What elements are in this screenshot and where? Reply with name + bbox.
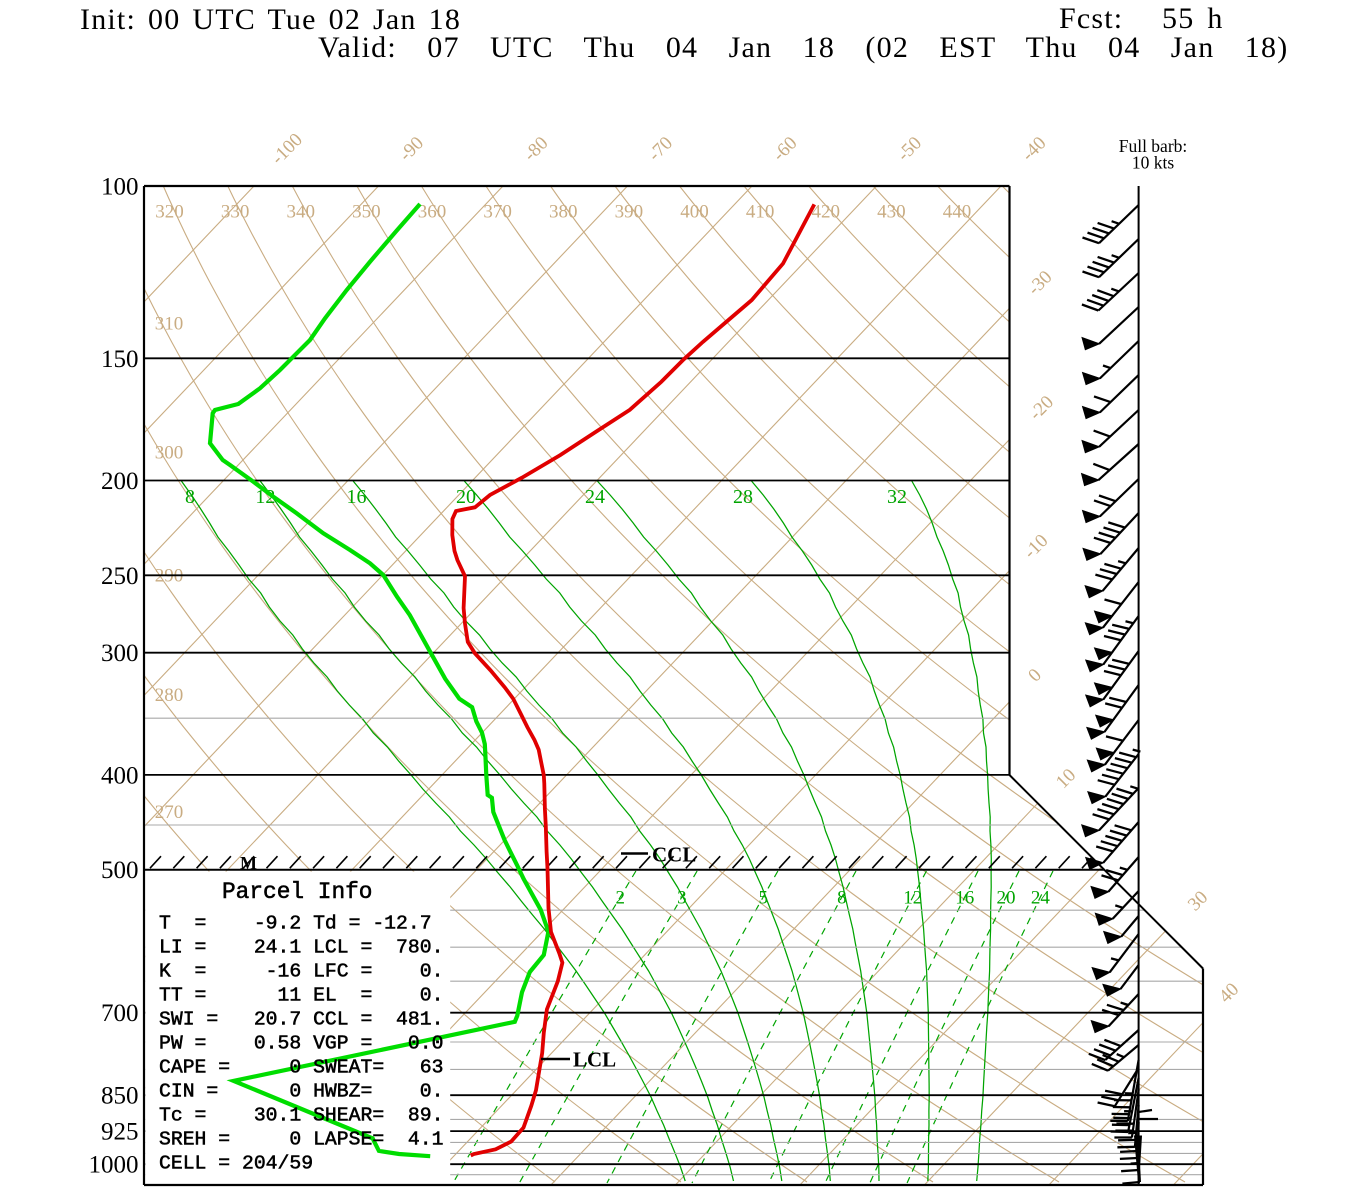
svg-text:440: 440 (943, 202, 972, 223)
svg-text:CCL: CCL (652, 843, 696, 867)
svg-text:T = -9.2 Td = -12.7: T = -9.2 Td = -12.7 (159, 913, 432, 935)
svg-text:24: 24 (585, 486, 605, 508)
svg-text:Fcst: 55 h: Fcst: 55 h (1059, 2, 1224, 35)
svg-text:390: 390 (615, 202, 644, 223)
svg-text:PW = 0.58 VGP = 0.0: PW = 0.58 VGP = 0.0 (159, 1033, 443, 1055)
svg-text:1000: 1000 (89, 1152, 139, 1179)
svg-text:12: 12 (255, 486, 275, 508)
svg-text:340: 340 (287, 202, 316, 223)
svg-text:12: 12 (903, 888, 922, 909)
svg-text:150: 150 (101, 346, 139, 373)
svg-text:360: 360 (418, 202, 447, 223)
svg-text:CELL = 204/59: CELL = 204/59 (159, 1153, 313, 1175)
svg-text:24: 24 (1031, 888, 1051, 909)
svg-text:330: 330 (221, 202, 250, 223)
svg-text:270: 270 (155, 802, 184, 823)
svg-text:410: 410 (746, 202, 775, 223)
svg-text:LCL: LCL (573, 1048, 616, 1072)
svg-text:Init: 00 UTC Tue 02 Jan 18: Init: 00 UTC Tue 02 Jan 18 (80, 3, 461, 36)
svg-text:300: 300 (155, 442, 184, 463)
svg-text:SWI = 20.7 CCL = 481.: SWI = 20.7 CCL = 481. (159, 1009, 443, 1031)
svg-text:320: 320 (155, 202, 184, 223)
svg-text:Tc = 30.1 SHEAR= 89.: Tc = 30.1 SHEAR= 89. (159, 1105, 443, 1127)
svg-text:350: 350 (352, 202, 381, 223)
svg-text:32: 32 (887, 486, 907, 508)
svg-text:280: 280 (155, 685, 184, 706)
svg-text:LI = 24.1 LCL = 780.: LI = 24.1 LCL = 780. (159, 937, 443, 959)
svg-text:3: 3 (677, 888, 687, 909)
svg-text:400: 400 (101, 762, 139, 789)
svg-text:Full barb:: Full barb: (1119, 136, 1188, 156)
svg-text:CAPE = 0 SWEAT= 63: CAPE = 0 SWEAT= 63 (159, 1057, 443, 1079)
svg-text:400: 400 (680, 202, 709, 223)
svg-text:16: 16 (955, 888, 974, 909)
svg-text:CIN = 0 HWBZ= 0.: CIN = 0 HWBZ= 0. (159, 1081, 443, 1103)
svg-text:420: 420 (812, 202, 841, 223)
svg-text:250: 250 (101, 563, 139, 590)
svg-text:300: 300 (101, 640, 139, 667)
svg-text:200: 200 (101, 468, 139, 495)
svg-text:TT = 11 EL = 0.: TT = 11 EL = 0. (159, 985, 443, 1007)
svg-text:SREH = 0 LAPSE= 4.1: SREH = 0 LAPSE= 4.1 (159, 1129, 443, 1151)
svg-text:Valid: 07 UTC Thu 04 Jan 18 (0: Valid: 07 UTC Thu 04 Jan 18 (02 EST Thu … (318, 31, 1288, 64)
svg-text:430: 430 (877, 202, 906, 223)
svg-text:M: M (240, 853, 257, 873)
svg-text:925: 925 (101, 1119, 139, 1146)
svg-text:8: 8 (185, 486, 195, 508)
svg-text:310: 310 (155, 313, 184, 334)
svg-text:100: 100 (101, 174, 139, 201)
svg-text:8: 8 (837, 888, 847, 909)
svg-text:20: 20 (456, 486, 476, 508)
svg-text:16: 16 (347, 486, 367, 508)
svg-text:2: 2 (616, 888, 626, 909)
svg-text:380: 380 (549, 202, 578, 223)
svg-text:10 kts: 10 kts (1132, 153, 1174, 173)
svg-text:28: 28 (733, 486, 753, 508)
svg-text:K = -16 LFC = 0.: K = -16 LFC = 0. (159, 961, 443, 983)
svg-text:500: 500 (101, 857, 139, 884)
svg-text:Parcel Info: Parcel Info (222, 879, 372, 905)
svg-text:850: 850 (101, 1083, 139, 1110)
svg-text:5: 5 (758, 888, 768, 909)
svg-text:700: 700 (101, 1000, 139, 1027)
svg-text:370: 370 (483, 202, 512, 223)
svg-text:20: 20 (997, 888, 1016, 909)
